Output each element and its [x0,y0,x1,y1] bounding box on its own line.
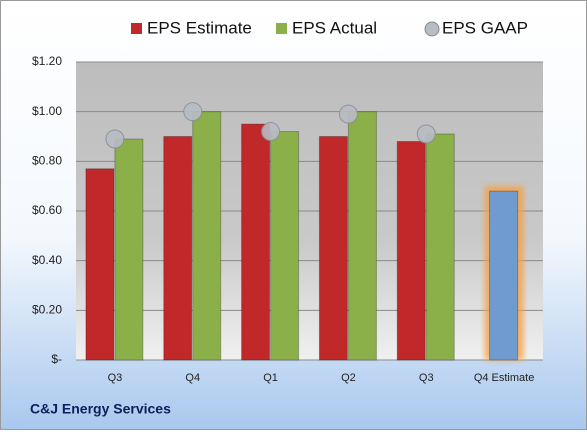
x-tick-label: Q4 [185,372,200,384]
bar [192,111,222,361]
bar [85,168,115,361]
footer: C&J Energy Services [30,401,171,417]
x-tick-label: Q2 [341,372,356,384]
x-tick-label: Q3 [108,372,123,384]
bar [270,131,300,361]
bar [347,111,377,361]
y-tick-label: $0.40 [32,253,62,267]
y-tick-label: $0.60 [32,203,62,217]
legend-label: EPS Estimate [147,18,252,37]
bar [396,140,426,361]
point [183,102,203,122]
point [261,122,281,142]
x-tick-label: Q4 Estimate [474,372,535,384]
y-tick-label: $- [51,352,62,366]
point [416,124,436,144]
bar [489,190,519,361]
y-tick-label: $1.00 [32,104,62,118]
legend-label: EPS GAAP [442,18,528,37]
point [105,129,125,149]
legend-marker [131,23,142,34]
bar [163,136,193,361]
bar [241,123,271,361]
y-tick-label: $0.20 [32,303,62,317]
bar [114,138,144,361]
legend-marker [276,23,287,34]
legend-marker [424,21,440,37]
bar [318,136,348,361]
x-tick-label: Q1 [263,372,278,384]
point [338,104,358,124]
y-tick-label: $1.20 [32,54,62,68]
legend-label: EPS Actual [292,18,377,37]
x-tick-label: Q3 [419,372,434,384]
bar [425,133,455,361]
y-tick-label: $0.80 [32,154,62,168]
